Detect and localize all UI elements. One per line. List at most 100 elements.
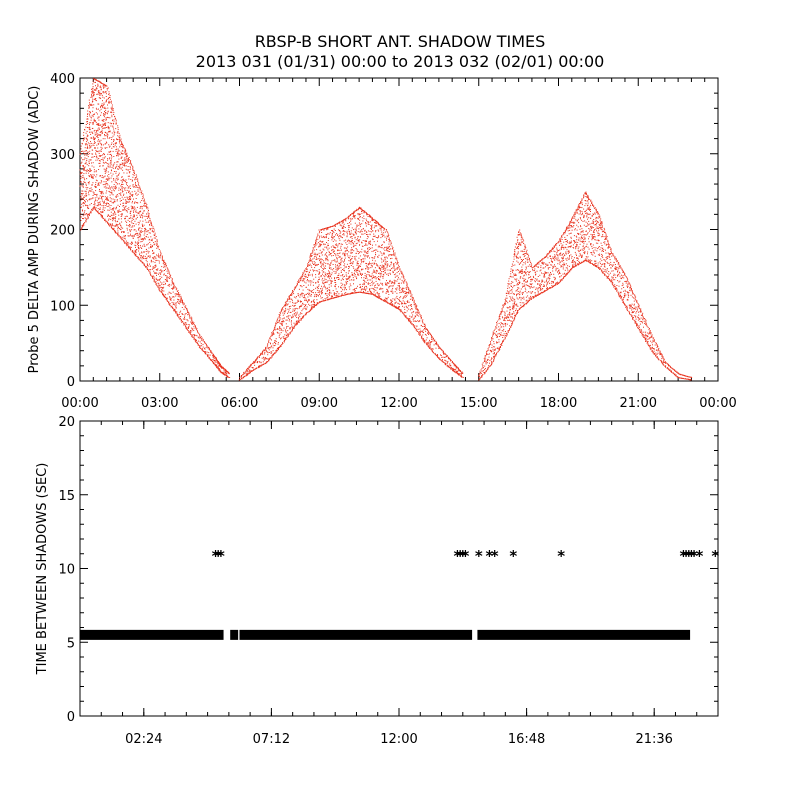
data-point [315, 276, 317, 278]
data-point [375, 272, 377, 274]
data-point [370, 275, 372, 277]
data-point [330, 264, 331, 266]
data-point [128, 226, 130, 228]
data-point [139, 189, 141, 191]
data-point [99, 93, 101, 94]
data-point [114, 162, 116, 164]
data-point [143, 264, 145, 266]
data-point [329, 279, 331, 281]
data-point [105, 85, 107, 87]
data-point [193, 338, 195, 340]
data-point [323, 268, 325, 270]
data-point [348, 277, 350, 279]
data-point [153, 256, 155, 258]
data-point [122, 198, 124, 200]
data-point [254, 364, 256, 366]
data-point [134, 202, 136, 204]
data-point [320, 260, 322, 262]
data-point [311, 259, 313, 261]
data-point [363, 292, 365, 294]
data-point [253, 369, 254, 371]
data-point [319, 255, 320, 257]
data-point [252, 367, 254, 369]
data-point [102, 83, 104, 85]
data-point [334, 259, 336, 261]
data-point [125, 243, 127, 245]
data-point [188, 315, 190, 317]
data-point [351, 247, 353, 249]
data-point [121, 164, 123, 165]
data-point [169, 292, 171, 294]
data-point [334, 297, 336, 298]
data-point [152, 261, 154, 263]
data-point [261, 364, 263, 366]
data-point [312, 307, 314, 309]
data-point [292, 316, 294, 318]
data-point [96, 180, 98, 182]
data-point [117, 165, 119, 167]
data-point [359, 284, 361, 286]
data-point [340, 279, 342, 281]
data-point [82, 218, 83, 219]
data-point [141, 262, 143, 264]
data-point [104, 147, 106, 149]
data-point [169, 305, 171, 306]
data-point [368, 241, 370, 243]
data-point [130, 205, 132, 207]
data-point [276, 320, 278, 322]
data-point [89, 113, 90, 115]
data-point [298, 322, 300, 323]
data-point [137, 245, 139, 247]
data-point [95, 171, 97, 173]
data-point [148, 255, 150, 257]
data-point [100, 155, 102, 157]
data-point [98, 125, 100, 126]
data-point [286, 326, 288, 328]
data-point [149, 218, 151, 220]
data-point [326, 273, 328, 274]
data-point [304, 306, 306, 307]
data-point [304, 296, 305, 298]
data-point [100, 182, 102, 184]
data-point [101, 126, 102, 128]
data-point [138, 182, 140, 184]
data-point [112, 225, 114, 227]
data-point [295, 324, 297, 326]
data-point [102, 106, 103, 108]
data-point [100, 159, 102, 160]
data-point [265, 351, 267, 353]
data-point [365, 281, 367, 283]
data-point [141, 206, 143, 208]
data-point [343, 234, 345, 236]
data-point [102, 144, 104, 146]
data-point [117, 161, 119, 163]
data-point [134, 220, 136, 222]
data-point [82, 193, 84, 195]
data-point [298, 318, 299, 320]
data-point [319, 260, 320, 262]
data-point [84, 195, 86, 197]
data-point [107, 127, 109, 129]
data-point [113, 123, 114, 125]
data-point [84, 217, 86, 219]
data-point [104, 112, 106, 114]
data-point [97, 90, 99, 92]
data-point [124, 164, 126, 166]
data-point [121, 187, 123, 189]
data-point [327, 260, 329, 262]
data-point [186, 310, 188, 311]
data-point [85, 150, 87, 152]
data-point [130, 221, 132, 223]
data-point [216, 367, 218, 369]
data-point [95, 100, 97, 102]
data-point [104, 170, 106, 172]
data-point [184, 318, 186, 320]
data-point [283, 340, 285, 342]
data-point [292, 290, 293, 292]
data-point [307, 292, 309, 294]
data-point [368, 263, 370, 265]
data-point [187, 311, 188, 313]
data-point [96, 196, 98, 198]
data-point [366, 279, 368, 281]
data-point [94, 186, 96, 188]
